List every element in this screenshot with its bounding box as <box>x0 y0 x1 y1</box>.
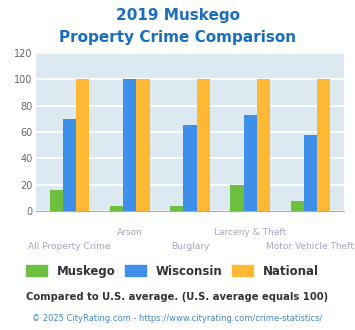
Text: Burglary: Burglary <box>171 242 209 251</box>
Bar <box>110 206 123 211</box>
Bar <box>230 185 244 211</box>
Text: All Property Crime: All Property Crime <box>28 242 111 251</box>
Bar <box>63 119 76 211</box>
Text: Larceny & Theft: Larceny & Theft <box>214 228 286 237</box>
Bar <box>183 125 197 211</box>
Bar <box>50 190 63 211</box>
Text: Property Crime Comparison: Property Crime Comparison <box>59 30 296 45</box>
Bar <box>136 79 149 211</box>
Bar <box>290 201 304 211</box>
Legend: Muskego, Wisconsin, National: Muskego, Wisconsin, National <box>26 265 318 278</box>
Bar <box>317 79 330 211</box>
Bar <box>304 135 317 211</box>
Bar <box>170 206 183 211</box>
Bar <box>257 79 270 211</box>
Bar <box>244 115 257 211</box>
Text: Arson: Arson <box>117 228 143 237</box>
Text: 2019 Muskego: 2019 Muskego <box>115 8 240 23</box>
Bar <box>197 79 210 211</box>
Bar <box>76 79 89 211</box>
Text: Compared to U.S. average. (U.S. average equals 100): Compared to U.S. average. (U.S. average … <box>26 292 329 302</box>
Text: Motor Vehicle Theft: Motor Vehicle Theft <box>267 242 354 251</box>
Bar <box>123 79 136 211</box>
Text: © 2025 CityRating.com - https://www.cityrating.com/crime-statistics/: © 2025 CityRating.com - https://www.city… <box>32 314 323 323</box>
